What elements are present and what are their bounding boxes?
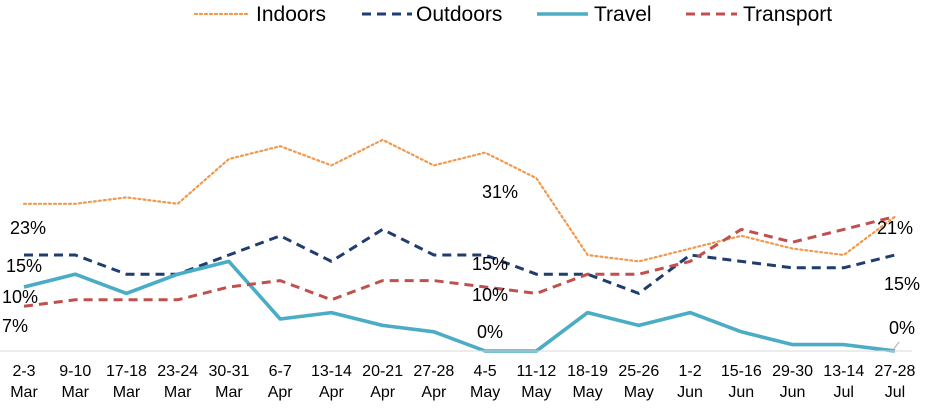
legend-label-outdoors: Outdoors xyxy=(416,3,502,26)
data-label: 10% xyxy=(472,285,508,305)
data-label: 21% xyxy=(877,218,913,238)
data-label-leader xyxy=(892,341,900,351)
legend: Indoors Outdoors Travel Transport xyxy=(193,3,832,26)
data-label: 23% xyxy=(10,218,46,238)
data-label: 7% xyxy=(2,316,28,336)
x-tick-label: 27-28 Jul xyxy=(875,363,916,401)
x-tick-label: 11-12 May xyxy=(516,363,556,401)
x-tick-label: 25-26 May xyxy=(618,363,659,401)
series-line-transport xyxy=(23,215,896,308)
x-tick-label: 2-3 Mar xyxy=(10,363,38,401)
x-tick-label: 17-18 Mar xyxy=(106,363,147,401)
plot-area xyxy=(22,138,897,353)
data-label: 0% xyxy=(889,318,915,338)
x-tick-label: 13-14 Apr xyxy=(311,363,352,401)
x-tick-label: 15-16 Jun xyxy=(721,363,762,401)
data-labels: 23% 15% 10% 7% 31% 15% 10% 0% 21% 15% 0% xyxy=(2,182,920,351)
data-label: 15% xyxy=(884,274,920,294)
data-label: 10% xyxy=(2,287,38,307)
series-line-indoors xyxy=(22,138,897,263)
x-tick-label: 29-30 Jun xyxy=(772,363,813,401)
x-axis: 2-3 Mar 9-10 Mar 17-18 Mar 23-24 Mar 30-31 Mar 6-7… xyxy=(0,350,916,401)
x-tick-label: 4-5 May xyxy=(470,363,500,401)
data-label: 15% xyxy=(6,256,42,276)
data-label: 31% xyxy=(482,182,518,202)
series-line-outdoors xyxy=(24,227,896,295)
x-tick-label: 18-19 May xyxy=(567,363,608,401)
x-tick-label: 6-7 Apr xyxy=(268,363,294,401)
x-tick-label: 9-10 Mar xyxy=(59,363,91,401)
series-line-travel xyxy=(23,259,896,353)
x-tick-label: 1-2 Jun xyxy=(677,363,703,401)
legend-label-transport: Transport xyxy=(743,3,832,26)
x-tick-label: 30-31 Mar xyxy=(208,363,249,401)
legend-label-indoors: Indoors xyxy=(256,3,326,26)
x-tick-label: 27-28 Apr xyxy=(413,363,454,401)
data-label: 15% xyxy=(472,254,508,274)
x-tick-label: 20-21 Apr xyxy=(362,363,403,401)
legend-label-travel: Travel xyxy=(594,3,652,26)
x-tick-label: 13-14 Jul xyxy=(823,363,864,401)
data-label: 0% xyxy=(477,322,503,342)
x-tick-label: 23-24 Mar xyxy=(157,363,198,401)
